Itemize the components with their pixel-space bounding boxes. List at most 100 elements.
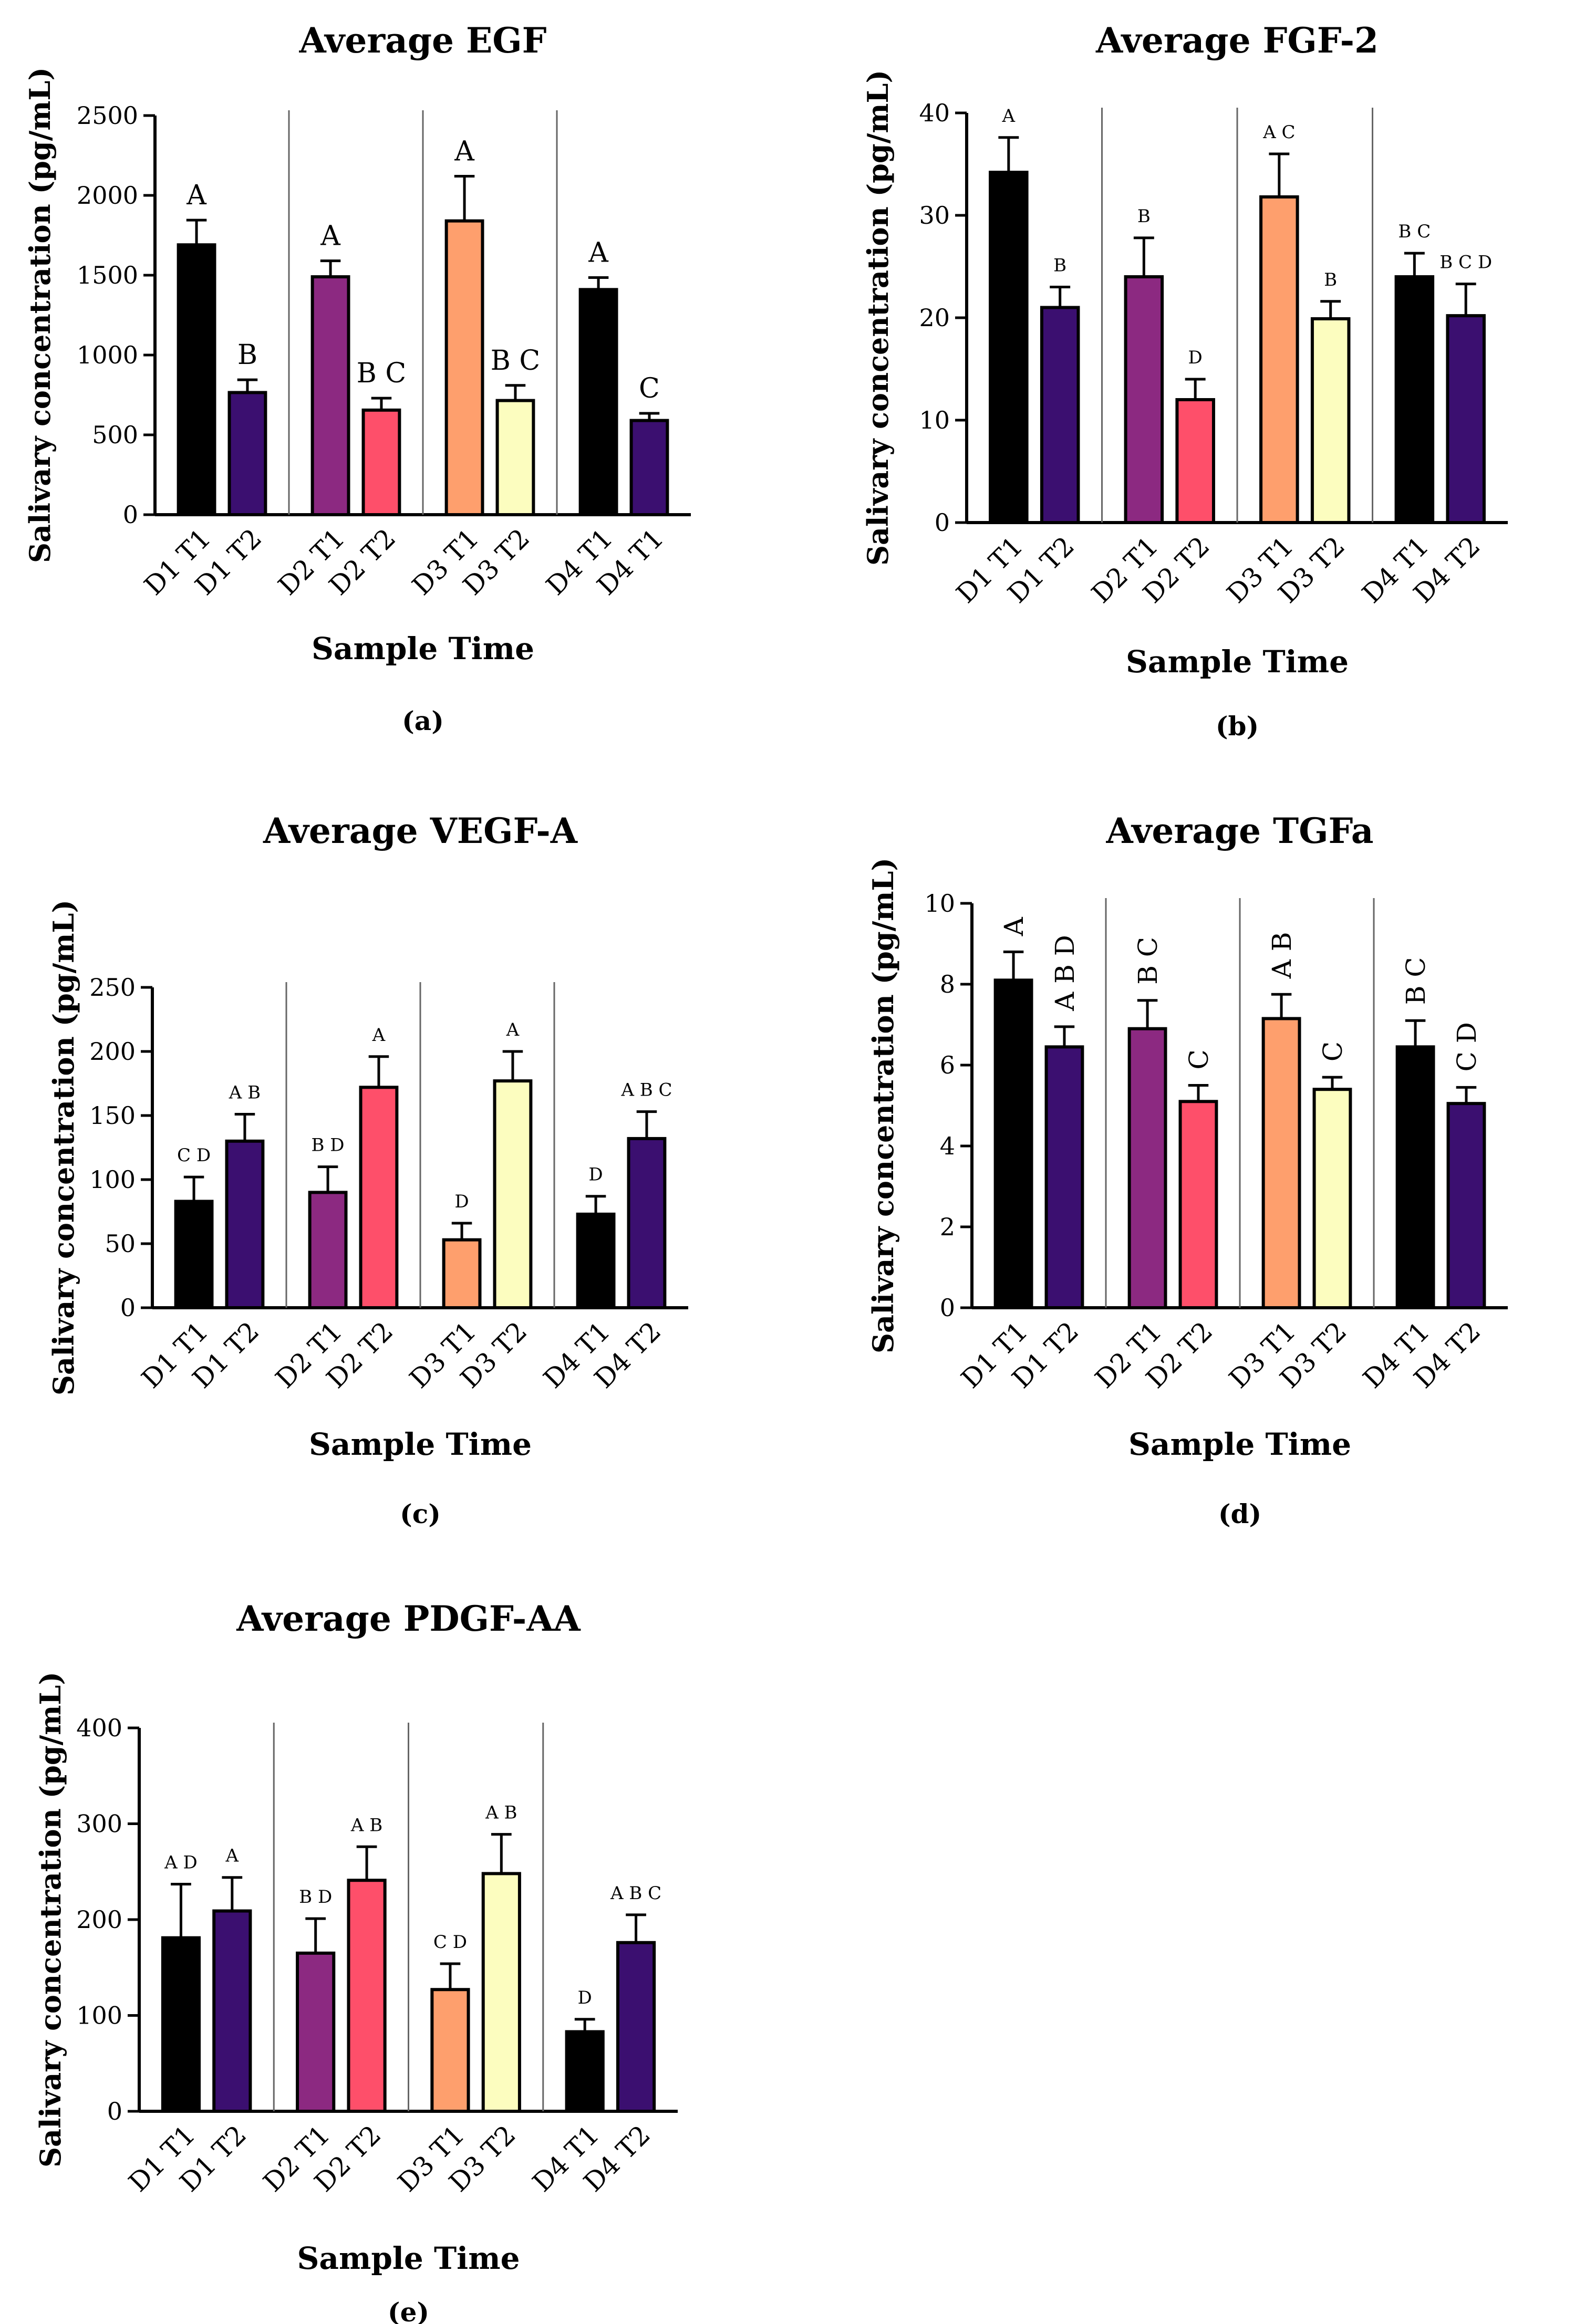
bar <box>1124 275 1164 524</box>
bar <box>225 1139 265 1310</box>
significance-letter: B C <box>491 345 541 377</box>
significance-letter: B <box>237 339 257 371</box>
significance-letter: C D <box>1452 1022 1482 1071</box>
bar <box>161 1936 201 2113</box>
bar <box>1175 398 1215 524</box>
significance-letter: C <box>1318 1041 1348 1061</box>
bar <box>359 1086 399 1310</box>
y-tick-label: 0 <box>123 501 138 529</box>
bar <box>347 1879 387 2113</box>
chart-panel-d: Average TGFa 0 2 4 6 8 10 Salivary concentratio… <box>866 810 1508 1529</box>
significance-letter: A B C <box>610 1883 661 1904</box>
bar <box>578 288 618 516</box>
significance-letter: A <box>1002 106 1016 127</box>
y-tick-label: 8 <box>940 970 955 998</box>
bar <box>1312 1088 1352 1309</box>
significance-letter: B D <box>312 1135 345 1156</box>
y-tick-label: 2500 <box>77 101 138 130</box>
significance-letter: B C D <box>1439 252 1492 273</box>
bar <box>481 1872 521 2113</box>
y-tick-label: 2000 <box>77 181 138 210</box>
y-tick-label: 10 <box>924 889 955 918</box>
significance-letter: A <box>320 221 341 252</box>
y-tick-label: 300 <box>76 1810 122 1838</box>
y-tick-label: 40 <box>919 99 950 127</box>
x-axis-label: Sample Time <box>312 631 534 666</box>
bar <box>993 978 1033 1310</box>
significance-letter: A B D <box>1050 935 1080 1012</box>
significance-letter: C D <box>433 1932 467 1953</box>
bar <box>1040 306 1080 524</box>
bar <box>1446 314 1486 524</box>
significance-letter: A <box>372 1025 386 1046</box>
chart-title: Average TGFa <box>1105 810 1373 851</box>
bar <box>227 391 267 516</box>
significance-letter: B C <box>1398 221 1431 242</box>
bar <box>444 219 484 516</box>
y-tick-label: 0 <box>107 2097 122 2125</box>
bar <box>627 1137 667 1309</box>
y-tick-label: 0 <box>120 1294 136 1322</box>
significance-letter: B <box>1324 269 1337 290</box>
bar <box>1127 1027 1167 1309</box>
y-tick-label: 0 <box>935 508 950 537</box>
significance-letter: B C <box>357 358 407 389</box>
bar <box>493 1079 533 1310</box>
significance-letter: A C <box>1262 122 1295 143</box>
significance-letter: A <box>999 916 1029 936</box>
significance-letter: C D <box>177 1145 211 1166</box>
bar <box>177 243 216 516</box>
significance-letter: A B <box>350 1815 382 1836</box>
bar <box>1044 1045 1084 1309</box>
significance-letter: A B <box>485 1802 517 1823</box>
significance-letter: C <box>639 373 660 404</box>
x-axis-label: Sample Time <box>309 1426 532 1462</box>
bar <box>1395 1045 1435 1309</box>
panel-caption: (b) <box>1216 711 1259 742</box>
significance-letter: A <box>225 1846 239 1867</box>
bar <box>1261 1017 1301 1309</box>
bar <box>616 1941 656 2113</box>
y-tick-label: 20 <box>919 304 950 332</box>
bar <box>565 2030 605 2113</box>
x-axis-label: Sample Time <box>1128 1426 1351 1462</box>
y-tick-label: 1500 <box>77 261 138 289</box>
significance-letter: A D <box>164 1852 198 1873</box>
y-tick-label: 200 <box>89 1037 136 1066</box>
chart-title: Average VEGF-A <box>263 810 578 851</box>
y-axis-label: Salivary concentration (pg/mL) <box>34 1672 67 2167</box>
bar <box>296 1951 336 2113</box>
y-axis-label: Salivary concentration (pg/mL) <box>866 858 900 1353</box>
panel-caption: (e) <box>388 2297 429 2324</box>
bar <box>442 1238 482 1309</box>
significance-letter: D <box>588 1164 603 1185</box>
significance-letter: B <box>1137 206 1151 227</box>
y-tick-label: 0 <box>940 1294 955 1322</box>
y-tick-label: 6 <box>940 1051 955 1079</box>
y-axis-label: Salivary concentration (pg/mL) <box>23 67 57 563</box>
significance-letter: A <box>454 136 475 168</box>
significance-letter: D <box>454 1191 469 1212</box>
panel-caption: (d) <box>1218 1498 1261 1529</box>
bar <box>212 1909 252 2113</box>
y-tick-label: 2 <box>940 1213 955 1241</box>
significance-letter: B C <box>1133 937 1163 985</box>
chart-title: Average EGF <box>298 20 546 61</box>
bar <box>989 171 1029 525</box>
y-tick-label: 400 <box>76 1714 122 1742</box>
bar <box>1310 317 1351 524</box>
bar <box>310 275 350 516</box>
y-tick-label: 10 <box>919 406 950 434</box>
x-axis-label: Sample Time <box>1126 644 1349 680</box>
bar <box>361 408 401 516</box>
y-axis-label: Salivary concentration (pg/mL) <box>861 70 895 566</box>
significance-letter: A <box>506 1019 520 1040</box>
y-tick-label: 150 <box>89 1101 136 1130</box>
y-tick-label: 500 <box>92 421 138 449</box>
bar <box>174 1200 214 1309</box>
significance-letter: A B <box>229 1082 261 1103</box>
significance-letter: D <box>578 1987 592 2008</box>
y-tick-label: 50 <box>105 1229 136 1258</box>
significance-letter: A B C <box>620 1080 672 1101</box>
